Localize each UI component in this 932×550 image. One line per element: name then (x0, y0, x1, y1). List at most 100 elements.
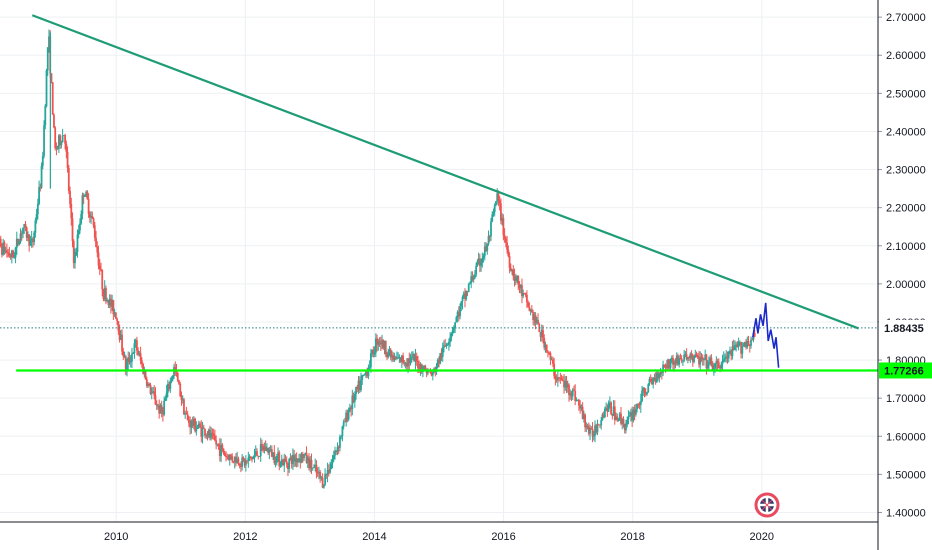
candle-body (398, 357, 401, 358)
candle-body (535, 319, 538, 324)
candle-body (680, 358, 683, 362)
candle-body (185, 413, 188, 415)
candle-body (210, 432, 213, 438)
candle-body (454, 322, 456, 328)
candle-body (157, 405, 159, 407)
candle-body (134, 340, 137, 344)
candle-body (289, 457, 292, 460)
candle-body (62, 135, 65, 136)
candle-body (13, 257, 16, 259)
candle-body (480, 262, 482, 266)
candle-body (201, 427, 204, 437)
candle-body (540, 329, 543, 337)
candle-body (200, 427, 203, 437)
candle-body (86, 191, 89, 199)
candle-body (324, 473, 326, 485)
candle-body (677, 355, 679, 365)
candle-body (507, 249, 510, 257)
candle-body (441, 347, 444, 358)
candle-body (737, 342, 740, 347)
candle-body (38, 186, 40, 204)
candle-body (31, 238, 34, 243)
candle-body (408, 358, 411, 364)
candle-body (183, 399, 185, 415)
candle-body (15, 238, 18, 248)
candle-body (748, 344, 751, 346)
candle-body (7, 252, 10, 254)
candle-body (66, 151, 69, 168)
candle-body (462, 293, 465, 297)
candle-body (379, 342, 382, 345)
candle-body (230, 454, 232, 457)
candle-body (618, 413, 621, 420)
candle-body (564, 381, 567, 388)
candle-body (346, 412, 349, 420)
candle-body (519, 285, 522, 289)
candle-body (262, 445, 265, 451)
y-tick-label: 2.50000 (886, 88, 926, 100)
candle-body (725, 356, 728, 358)
candle-body (162, 412, 164, 415)
candle-body (649, 378, 652, 382)
candle-body (709, 357, 712, 362)
candle-body (502, 218, 505, 236)
candle-body (70, 203, 73, 219)
candle-body (552, 359, 554, 364)
candle-body (334, 450, 336, 456)
candle-body (475, 265, 478, 275)
candle-body (403, 362, 406, 364)
candle-body (592, 435, 595, 437)
candle-body (673, 361, 676, 365)
candle-body (508, 256, 511, 268)
candle-body (527, 302, 530, 307)
candle-body (158, 405, 161, 414)
candle-body (57, 135, 60, 147)
candle-body (642, 387, 645, 391)
candle-body (386, 354, 388, 358)
candle-body (212, 433, 215, 436)
candle-body (715, 360, 718, 364)
candle-body (148, 383, 151, 386)
candle-body (469, 283, 471, 285)
candle-body (153, 391, 156, 396)
x-tick-label: 2016 (491, 531, 515, 543)
candle-body (569, 392, 572, 396)
candle-body (691, 355, 694, 362)
candlesticks (0, 29, 756, 489)
candle-body (105, 287, 107, 302)
candle-body (345, 412, 348, 423)
candle-body (685, 354, 688, 360)
y-tick-label: 2.70000 (886, 12, 926, 24)
candle-body (118, 330, 121, 341)
candle-body (103, 287, 106, 300)
candle-body (335, 450, 338, 452)
candle-body (242, 457, 245, 460)
candle-body (228, 454, 231, 461)
candle-body (235, 456, 237, 464)
candle-body (180, 396, 183, 401)
candle-body (216, 443, 219, 445)
candle-body (18, 241, 21, 245)
candle-body (534, 315, 537, 324)
candle-body (678, 358, 681, 365)
candle-body (348, 407, 351, 411)
candle-body (382, 339, 385, 349)
candle-body (641, 390, 643, 402)
candle-body (150, 392, 153, 394)
candle-body (361, 375, 364, 380)
candle-body (257, 455, 260, 457)
candle-body (189, 423, 192, 428)
candle-body (578, 399, 580, 406)
candle-body (377, 341, 380, 345)
candle-body (247, 457, 250, 461)
candle-body (80, 213, 83, 224)
candle-body (126, 362, 128, 370)
candle-body (36, 203, 39, 215)
candle-body (429, 370, 432, 373)
candle-body (558, 377, 560, 379)
candle-body (631, 412, 634, 421)
candle-body (316, 472, 319, 474)
candle-body (605, 407, 608, 409)
candle-body (633, 409, 636, 415)
candle-body (445, 344, 448, 346)
